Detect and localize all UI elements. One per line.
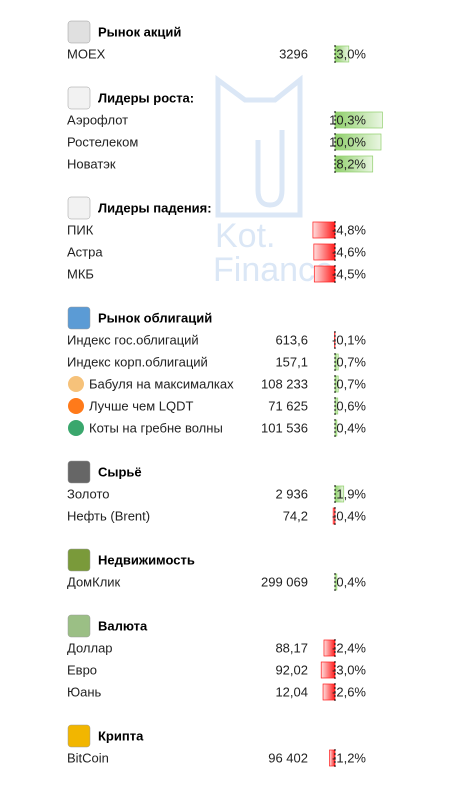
change-label: 10,3% [329,112,366,127]
change-label: -3,0% [332,662,366,677]
row-icon [68,376,84,392]
section-title: Рынок облигаций [98,310,212,325]
row-name: MOEX [67,46,106,61]
row-value: 96 402 [268,750,308,765]
change-label: -0,1% [332,332,366,347]
row-name: Коты на гребне волны [89,420,223,435]
section-title: Недвижимость [98,552,195,567]
section-icon [68,549,90,571]
section-title: Лидеры роста: [98,90,194,105]
change-label: 0,4% [336,574,366,589]
row-name: Евро [67,662,97,677]
row-value: 108 233 [261,376,308,391]
change-label: -0,4% [332,508,366,523]
row-name: Аэрофлот [67,112,128,127]
change-label: 0,6% [336,398,366,413]
row-name: Индекс корп.облигаций [67,354,208,369]
section-icon [68,87,90,109]
row-value: 88,17 [275,640,308,655]
row-value: 92,02 [275,662,308,677]
row-value: 299 069 [261,574,308,589]
change-label: -1,2% [332,750,366,765]
change-label: -2,4% [332,640,366,655]
row-value: 71 625 [268,398,308,413]
row-icon [68,420,84,436]
section-title: Лидеры падения: [98,200,212,215]
change-label: 0,4% [336,420,366,435]
row-name: Золото [67,486,110,501]
section-title: Сырьё [98,464,142,479]
row-value: 157,1 [275,354,308,369]
change-label: -4,6% [332,244,366,259]
row-value: 12,04 [275,684,308,699]
row-name: Ростелеком [67,134,138,149]
change-label: 10,0% [329,134,366,149]
row-value: 101 536 [261,420,308,435]
section-icon [68,21,90,43]
row-name: Новатэк [67,156,116,171]
row-name: Бабуля на максималках [89,376,234,391]
change-label: 0,7% [336,376,366,391]
row-value: 74,2 [283,508,308,523]
row-icon [68,398,84,414]
row-name: ДомКлик [67,574,121,589]
change-label: 1,9% [336,486,366,501]
watermark: Kot. [215,217,275,255]
section-title: Валюта [98,618,148,633]
row-name: Доллар [67,640,113,655]
section-icon [68,461,90,483]
row-name: ПИК [67,222,94,237]
change-label: -4,5% [332,266,366,281]
section-title: Рынок акций [98,24,181,39]
change-label: -4,8% [332,222,366,237]
logo [218,80,300,215]
section-icon [68,197,90,219]
section-title: Крипта [98,728,144,743]
change-label: 8,2% [336,156,366,171]
row-name: Индекс гос.облигаций [67,332,199,347]
row-name: МКБ [67,266,94,281]
row-name: Лучше чем LQDT [89,398,194,413]
change-label: 3,0% [336,46,366,61]
section-icon [68,307,90,329]
row-name: Астра [67,244,103,259]
change-label: 0,7% [336,354,366,369]
row-value: 2 936 [275,486,308,501]
row-name: Юань [67,684,102,699]
section-icon [68,615,90,637]
row-value: 613,6 [275,332,308,347]
section-icon [68,725,90,747]
row-name: Нефть (Brent) [67,508,150,523]
row-value: 3296 [279,46,308,61]
row-name: BitCoin [67,750,109,765]
change-label: -2,6% [332,684,366,699]
